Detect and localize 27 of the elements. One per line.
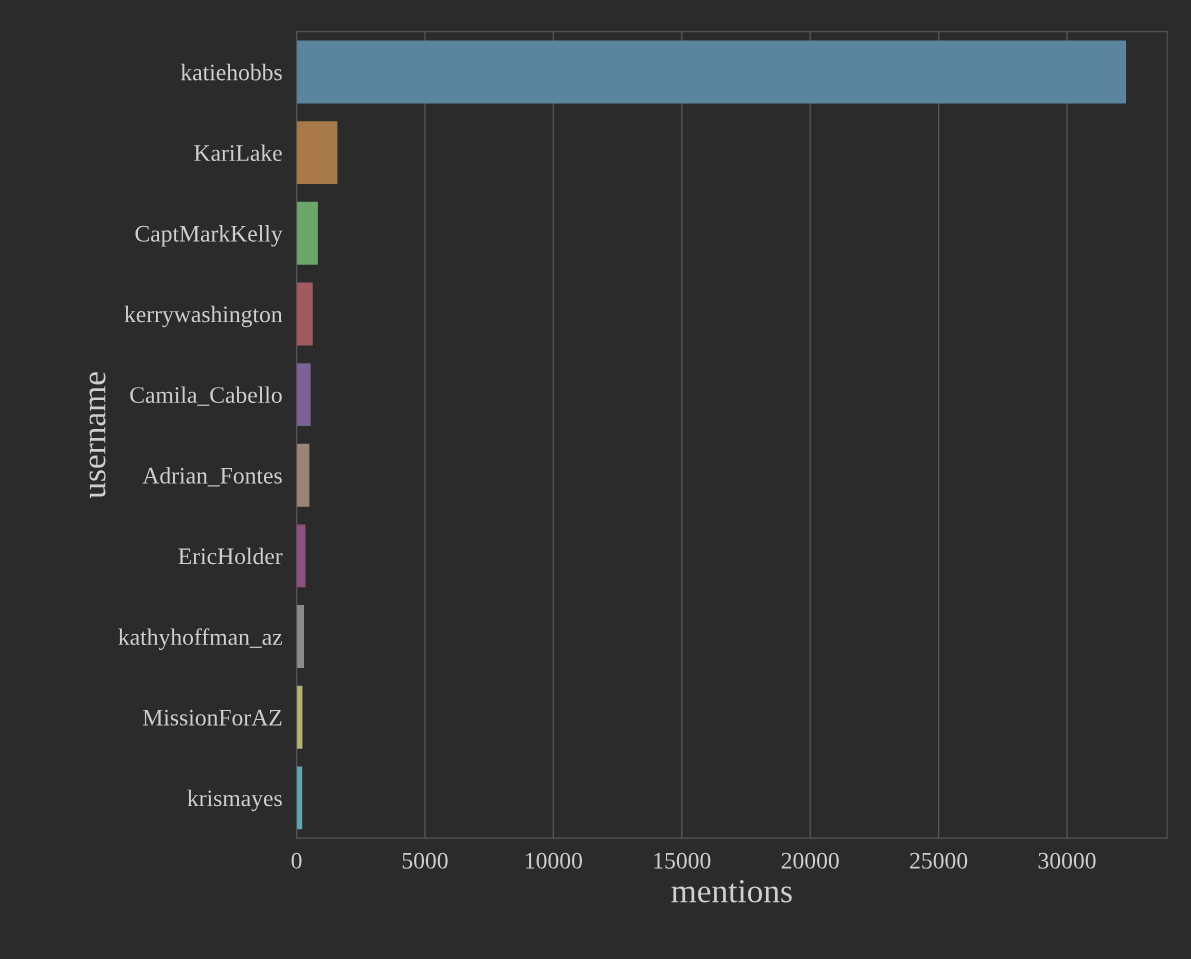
bar <box>296 524 306 588</box>
y-tick-label: krismayes <box>187 789 282 812</box>
y-tick-label: kathyhoffman_az <box>118 628 283 650</box>
x-tick-label: 20000 <box>781 852 839 869</box>
bar <box>296 121 338 185</box>
y-tick-label: MissionForAZ <box>142 709 282 726</box>
y-tick-label: KariLake <box>194 144 282 162</box>
bar <box>296 443 310 507</box>
x-tick-label: 25000 <box>910 852 968 869</box>
y-tick-label: Camila_Cabello <box>130 386 282 406</box>
bar <box>296 605 305 668</box>
x-tick-label: 10000 <box>525 852 582 869</box>
x-tick-label: 5000 <box>402 852 448 869</box>
y-tick-label: CaptMarkKelly <box>135 225 283 247</box>
x-tick-label: 0 <box>291 852 302 869</box>
x-axis-title: mentions <box>671 880 792 903</box>
y-axis-title: username <box>89 372 106 499</box>
bar <box>296 282 313 346</box>
x-tick-label: 30000 <box>1038 852 1096 869</box>
x-tick-label: 15000 <box>654 852 711 869</box>
bar <box>296 201 318 265</box>
bar <box>296 363 311 427</box>
y-tick-label: Adrian_Fontes <box>142 467 282 487</box>
y-tick-label: EricHolder <box>178 547 283 565</box>
y-tick-label: katiehobbs <box>180 63 282 81</box>
y-tick-label: kerrywashington <box>124 305 283 328</box>
bar <box>296 40 1127 104</box>
